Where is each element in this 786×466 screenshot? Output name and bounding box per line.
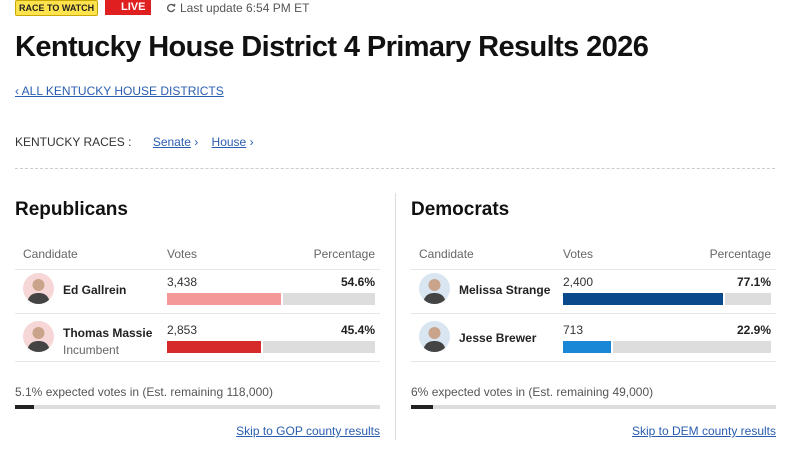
vote-bar — [563, 341, 613, 353]
expected-bar — [411, 405, 433, 409]
candidate-name-block: Thomas Massie Incumbent — [63, 326, 152, 357]
live-text: LIVE — [121, 1, 146, 13]
column-header: Candidate — [23, 247, 78, 261]
back-arrow: ‹ — [15, 84, 22, 98]
expected-track — [411, 405, 776, 409]
row-line — [15, 269, 380, 270]
live-badge: LIVE — [105, 0, 152, 15]
row-line — [15, 313, 380, 314]
expected-pct: 5.1% — [15, 385, 43, 399]
candidate-name: Melissa Strange — [459, 283, 551, 297]
last-update: Last update 6:54 PM ET — [166, 1, 309, 15]
column-header: Percentage — [313, 247, 375, 261]
race-link[interactable]: Senate — [152, 135, 191, 149]
expected-bar — [15, 405, 34, 409]
row-line — [411, 313, 776, 314]
divider — [15, 168, 775, 169]
candidate-note: Incumbent — [63, 343, 120, 357]
candidate-name: Jesse Brewer — [459, 331, 537, 345]
avatar-photo — [423, 279, 446, 304]
avatar — [419, 321, 450, 352]
avatar — [23, 321, 54, 352]
vote-bar — [563, 293, 726, 305]
skip-link[interactable]: Skip to GOP county results — [236, 424, 380, 438]
party-column: Republicans Candidate Votes Percentage Ed Ga… — [15, 0, 380, 466]
party-name: Democrats — [411, 199, 510, 220]
back-link[interactable]: ‹ ALL KENTUCKY HOUSE DISTRICTS — [15, 84, 224, 98]
avatar-photo — [423, 327, 446, 352]
races-label: KENTUCKY RACES : — [15, 135, 132, 149]
race-badge: RACE TO WATCH — [15, 0, 99, 16]
back-link-text[interactable]: ALL KENTUCKY HOUSE DISTRICTS — [21, 84, 224, 98]
candidate-name-block: Ed Gallrein — [63, 283, 126, 297]
percentage: 45.4% — [340, 323, 375, 337]
column-divider — [395, 193, 396, 440]
page-title: Kentucky House District 4 Primary Result… — [15, 31, 649, 63]
race-link[interactable]: House — [211, 135, 247, 149]
percentage: 22.9% — [736, 323, 771, 337]
candidate-name: Thomas Massie — [63, 326, 153, 340]
row-line — [411, 361, 776, 362]
vote-bar — [167, 293, 283, 305]
expected-track — [15, 405, 380, 409]
candidate-name-block: Jesse Brewer — [459, 331, 536, 345]
refresh-icon — [167, 3, 176, 13]
expected-votes: 5.1% expected votes in (Est. remaining 1… — [15, 385, 273, 399]
row-line — [15, 361, 380, 362]
avatar — [23, 273, 54, 304]
column-header: Candidate — [419, 247, 474, 261]
party-column: Democrats Candidate Votes Percentage Melissa… — [411, 0, 776, 466]
chevron: › — [246, 135, 254, 149]
expected-text: expected votes in (Est. remaining 118,00… — [45, 385, 273, 399]
party-name: Republicans — [15, 199, 128, 220]
avatar-photo — [27, 279, 50, 304]
last-update-text: Last update 6:54 PM ET — [180, 1, 310, 15]
avatar — [419, 273, 450, 304]
votes: 2,853 — [167, 323, 198, 337]
expected-votes: 6% expected votes in (Est. remaining 49,… — [411, 385, 653, 399]
candidate-name: Ed Gallrein — [63, 283, 127, 297]
chevron: › — [190, 135, 202, 149]
percentage: 77.1% — [736, 275, 771, 289]
vote-bar-track — [563, 341, 771, 353]
avatar-photo — [27, 327, 50, 352]
votes: 3,438 — [167, 275, 198, 289]
races-nav: KENTUCKY RACES : Senate › House › — [15, 135, 254, 149]
skip-link[interactable]: Skip to DEM county results — [631, 424, 776, 438]
votes: 2,400 — [563, 275, 594, 289]
vote-bar — [167, 341, 264, 353]
expected-pct: 6% — [411, 385, 429, 399]
expected-text: expected votes in (Est. remaining 49,000… — [431, 385, 654, 399]
votes: 713 — [563, 323, 584, 337]
candidate-name-block: Melissa Strange — [459, 283, 550, 297]
row-line — [411, 269, 776, 270]
column-header: Percentage — [709, 247, 771, 261]
percentage: 54.6% — [340, 275, 375, 289]
column-header: Votes — [167, 247, 198, 261]
column-header: Votes — [563, 247, 594, 261]
